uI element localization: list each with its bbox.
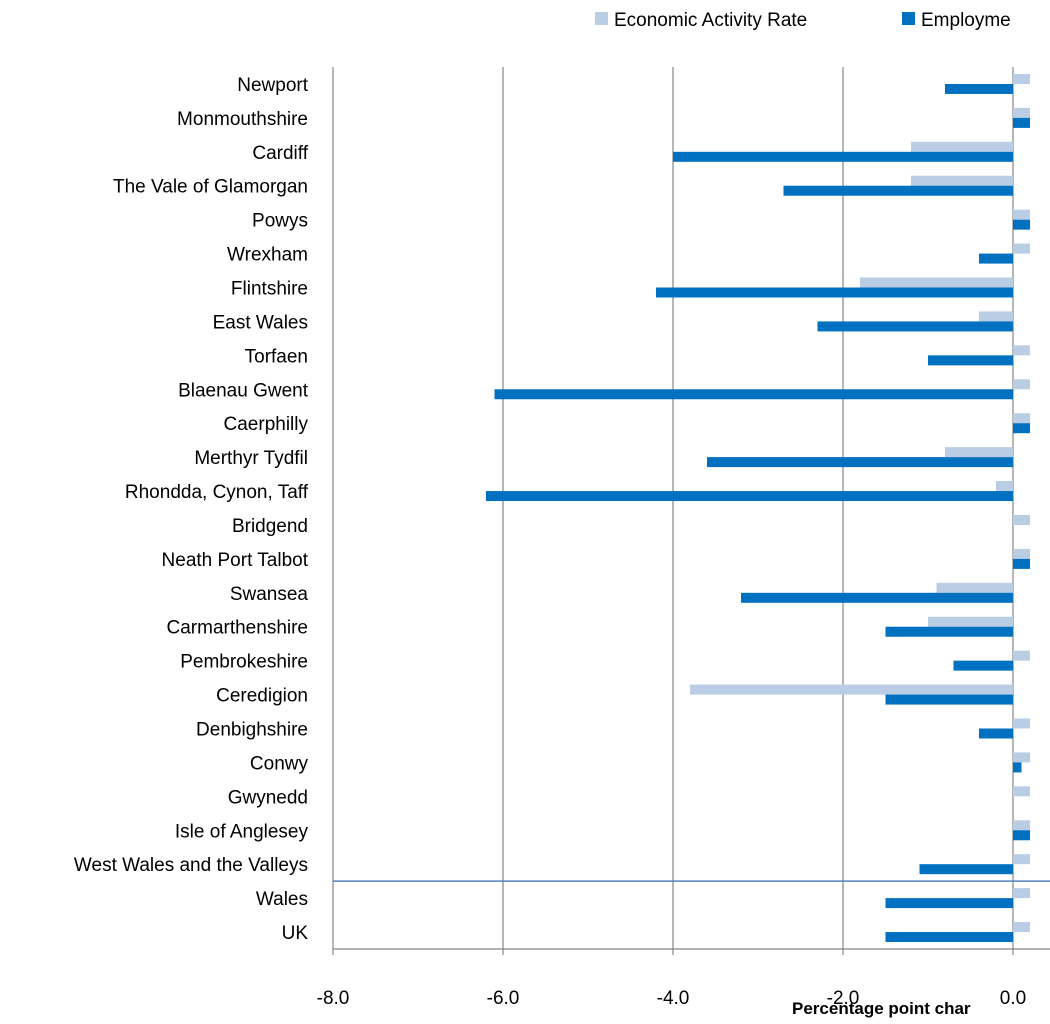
bar [656, 287, 1013, 298]
bar [1013, 243, 1030, 254]
bar [979, 311, 1013, 322]
bar [1013, 107, 1030, 118]
category-label: Gwynedd [228, 787, 308, 808]
bar [911, 141, 1013, 152]
legend-swatch-economic-activity-rate [595, 12, 608, 25]
category-label: Conwy [250, 753, 309, 774]
category-label: Powys [252, 211, 308, 232]
category-labels: Newport Monmouthshire Cardiff The Vale of G… [74, 75, 309, 944]
category-label: Merthyr Tydfil [194, 448, 308, 469]
bar [885, 694, 1013, 705]
bar [1013, 854, 1030, 865]
bar [783, 185, 1013, 196]
bar [1013, 762, 1022, 773]
bar [1013, 718, 1030, 729]
category-label: Wales [256, 889, 308, 910]
category-label: Torfaen [245, 346, 308, 367]
bars [486, 73, 1030, 943]
bar [1013, 830, 1030, 841]
bar [945, 447, 1013, 458]
bar [1013, 650, 1030, 661]
bar [1013, 548, 1030, 559]
bar [1013, 752, 1030, 763]
category-label: The Vale of Glamorgan [113, 177, 308, 198]
bar [945, 83, 1013, 94]
bar [690, 684, 1013, 695]
legend-label-employment: Employme [921, 10, 1011, 31]
category-label: Denbighshire [196, 720, 308, 741]
x-axis-title: Percentage point char [792, 999, 971, 1018]
bar [979, 728, 1013, 739]
bar [885, 898, 1013, 909]
bar [936, 582, 1013, 593]
bar [1013, 514, 1030, 525]
bar [1013, 219, 1030, 230]
bar [1013, 117, 1030, 128]
x-tick-label: 0.0 [1000, 988, 1026, 1009]
category-label: Swansea [230, 584, 309, 605]
bar [885, 932, 1013, 943]
category-label: West Wales and the Valleys [74, 855, 308, 876]
bar [1013, 786, 1030, 797]
category-label: Rhondda, Cynon, Taff [125, 482, 309, 503]
bar [1013, 413, 1030, 424]
x-tick-label: -4.0 [657, 988, 690, 1009]
bar [1013, 209, 1030, 220]
bar [928, 616, 1013, 627]
bar [1013, 423, 1030, 434]
bar [1013, 888, 1030, 899]
bar [860, 277, 1013, 288]
category-label: Pembrokeshire [180, 652, 308, 673]
tick-labels: -8.0 -6.0 -4.0 -2.0 0.0 [317, 988, 1027, 1009]
bar [673, 151, 1013, 162]
bar [885, 626, 1013, 637]
category-label: Wrexham [227, 245, 308, 266]
category-label: Carmarthenshire [167, 618, 309, 639]
bar [1013, 379, 1030, 390]
category-label: Cardiff [252, 143, 308, 164]
legend-label-economic-activity-rate: Economic Activity Rate [614, 10, 807, 31]
category-label: Caerphilly [224, 414, 309, 435]
category-label: Flintshire [231, 279, 308, 300]
bar [979, 253, 1013, 264]
category-label: East Wales [213, 312, 308, 333]
bar [1013, 820, 1030, 831]
bar [911, 175, 1013, 186]
category-label: Isle of Anglesey [175, 821, 309, 842]
x-tick-label: -2.0 [827, 988, 860, 1009]
category-label: Neath Port Talbot [162, 550, 309, 571]
bar [1013, 345, 1030, 356]
bar [1013, 73, 1030, 84]
category-label: Monmouthshire [177, 109, 308, 130]
bar [1013, 922, 1030, 933]
x-tick-label: -8.0 [317, 988, 350, 1009]
bar [494, 389, 1013, 400]
category-label: UK [282, 923, 309, 944]
bar [996, 481, 1013, 492]
category-label: Blaenau Gwent [178, 380, 309, 401]
category-label: Ceredigion [216, 686, 308, 707]
bar [953, 660, 1013, 671]
bar [928, 355, 1013, 366]
legend-swatch-employment [902, 12, 915, 25]
axes [332, 67, 1050, 955]
legend: Economic Activity Rate Employme [595, 10, 1011, 31]
bar [707, 457, 1013, 468]
category-label: Newport [237, 75, 308, 96]
category-label: Bridgend [232, 516, 308, 537]
bar [919, 864, 1013, 875]
bar [817, 321, 1013, 332]
gridlines [502, 67, 1014, 949]
bar [741, 592, 1013, 603]
x-tick-label: -6.0 [487, 988, 520, 1009]
bar [486, 491, 1013, 502]
bar [1013, 558, 1030, 569]
